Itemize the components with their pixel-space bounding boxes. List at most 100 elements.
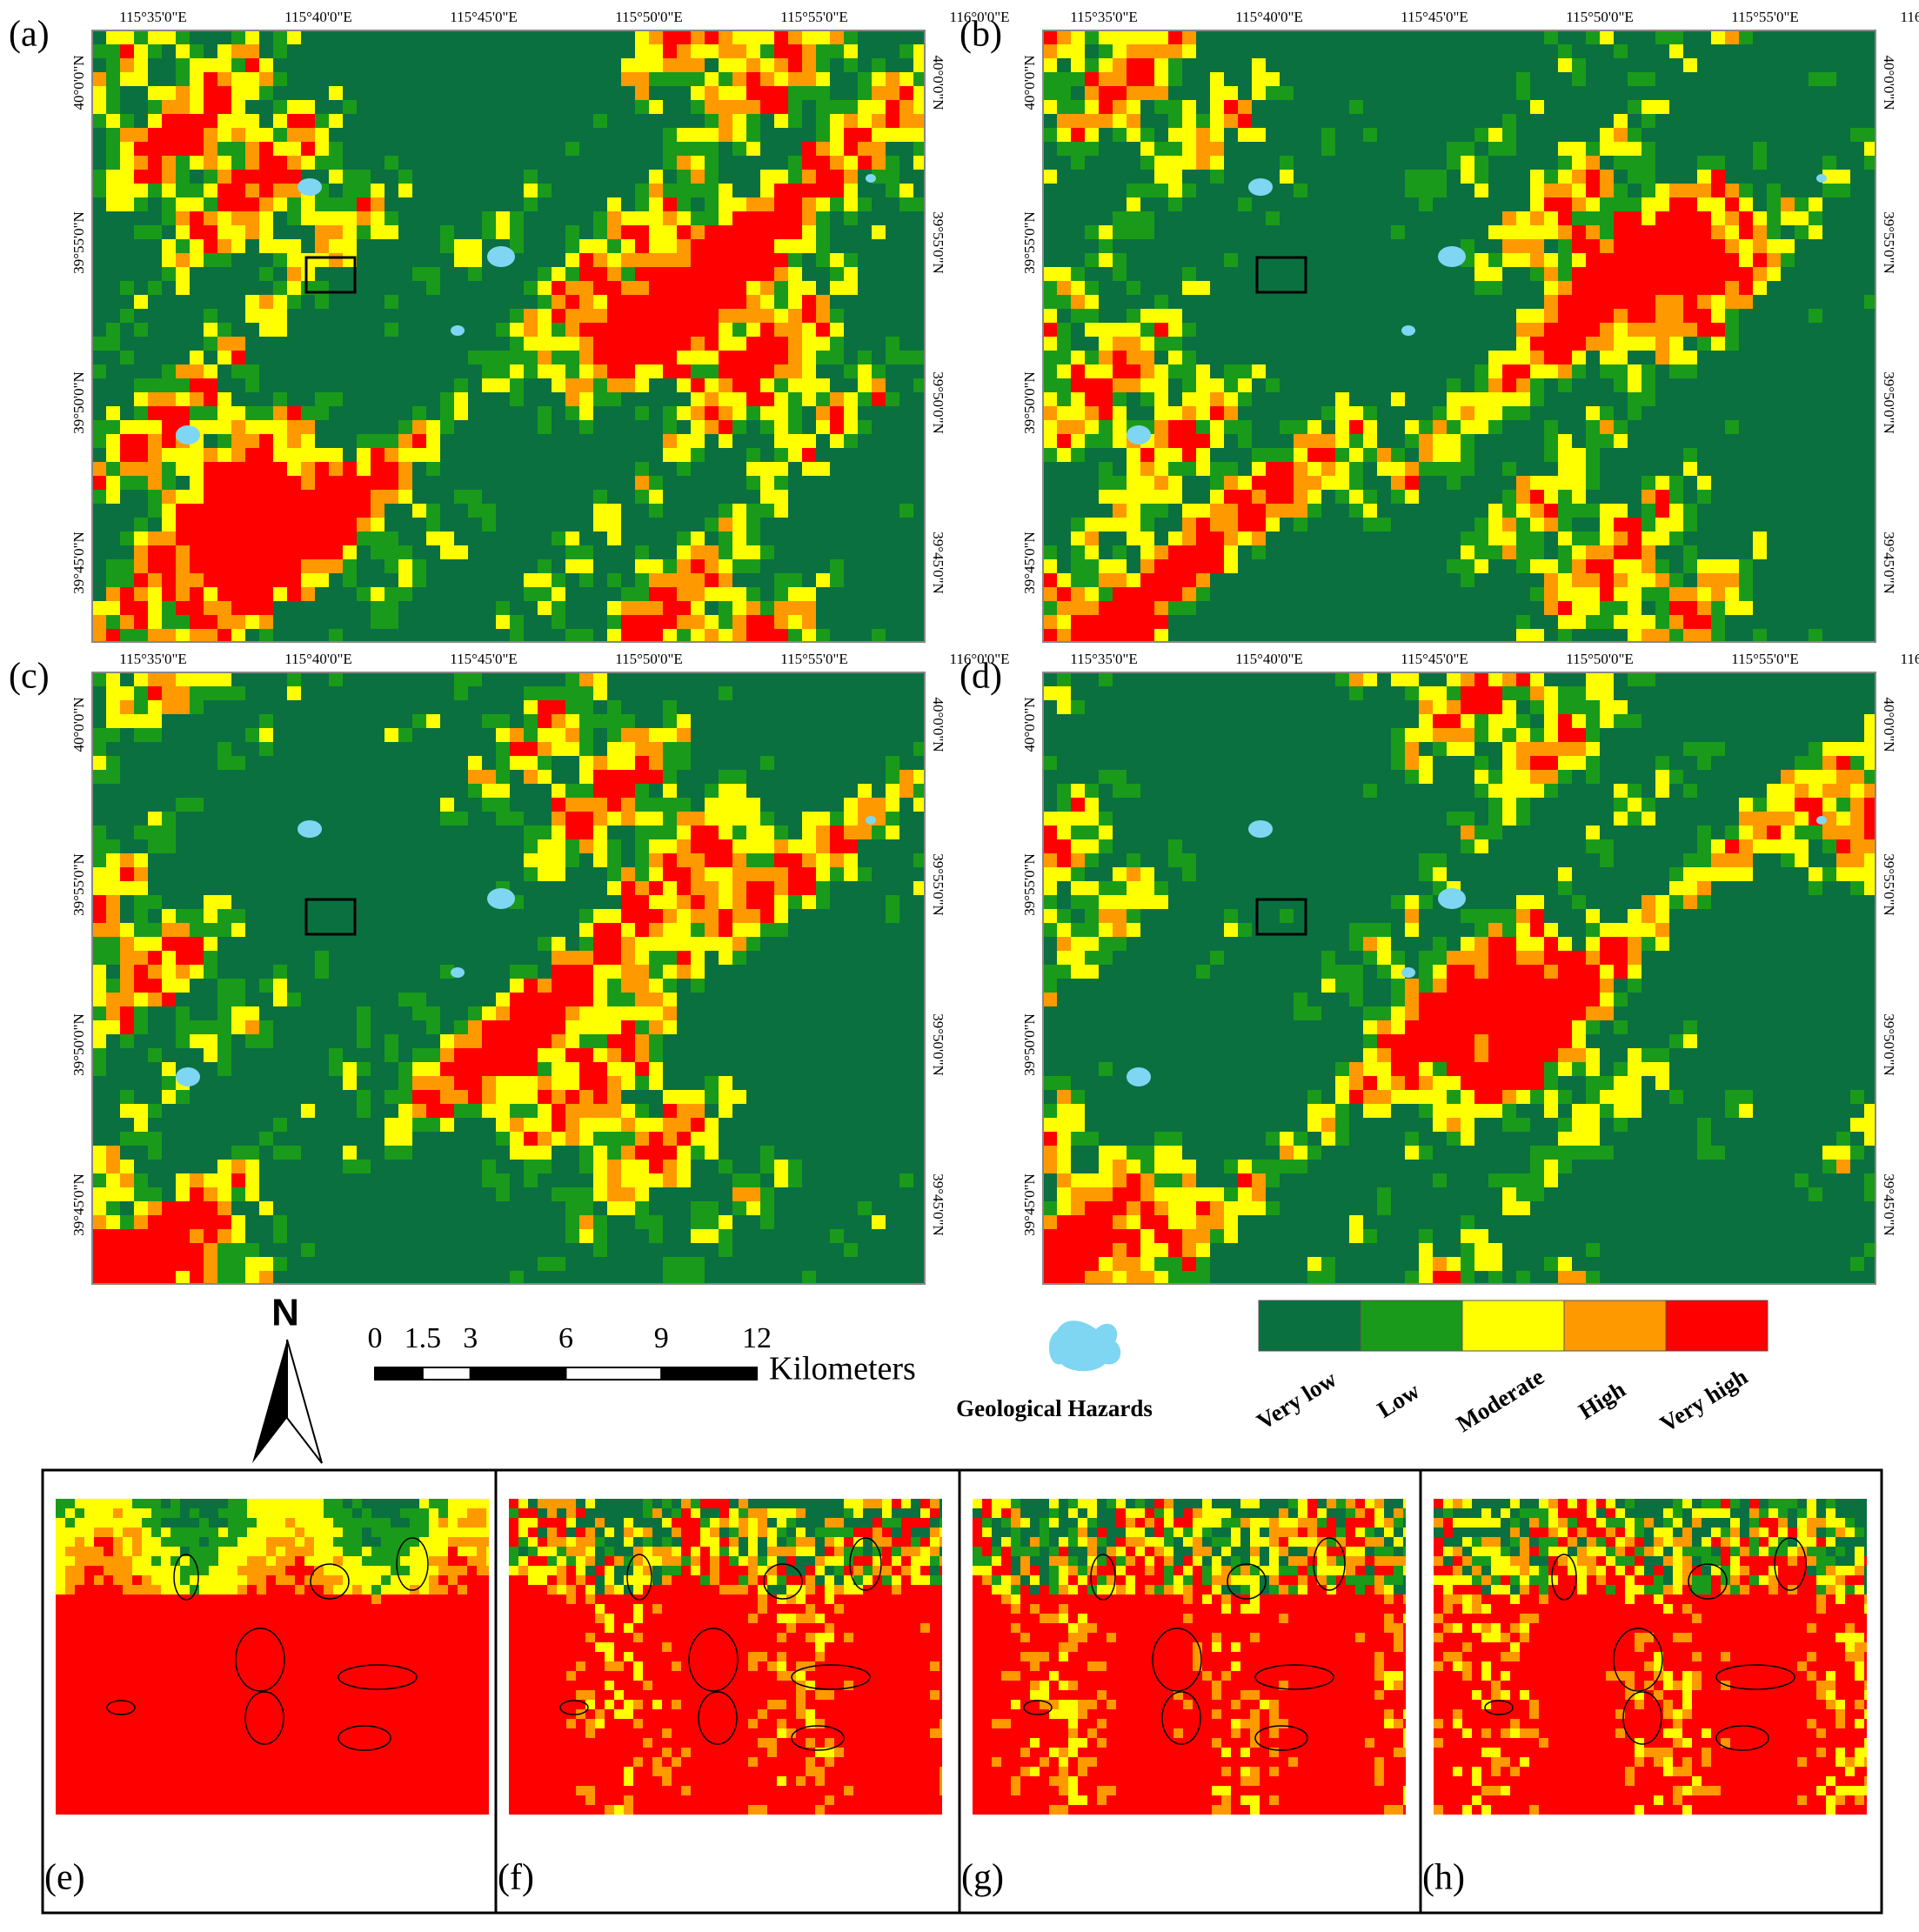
map-cell — [329, 295, 343, 309]
map-cell — [899, 601, 913, 615]
map-cell — [1266, 462, 1280, 476]
map-cell — [454, 211, 468, 225]
map-cell — [886, 406, 899, 420]
map-cell — [454, 253, 468, 267]
map-cell — [106, 281, 120, 295]
map-cell — [176, 490, 190, 504]
map-cell — [538, 392, 552, 406]
map-cell — [886, 337, 899, 351]
map-cell — [1127, 225, 1140, 239]
map-cell — [1363, 170, 1377, 184]
map-cell — [1628, 490, 1642, 504]
map-cell — [120, 211, 134, 225]
map-cell — [1530, 281, 1544, 295]
map-cell — [1600, 420, 1614, 434]
map-cell — [162, 615, 176, 629]
map-cell — [1252, 490, 1266, 504]
map-cell — [538, 462, 552, 476]
map-cell — [204, 281, 217, 295]
map-cell — [1586, 323, 1600, 337]
map-cell — [1099, 170, 1113, 184]
map-cell — [120, 323, 134, 337]
map-cell — [1071, 490, 1085, 504]
map-cell — [357, 420, 371, 434]
map-cell — [1850, 518, 1864, 531]
map-cell — [1711, 518, 1725, 531]
map-cell — [635, 378, 649, 392]
map-cell — [524, 323, 538, 337]
map-cell — [482, 629, 496, 642]
hazard-site — [298, 178, 322, 196]
map-cell — [1321, 351, 1335, 364]
map-cell — [329, 267, 343, 281]
map-cell — [454, 309, 468, 323]
map-cell — [1669, 392, 1683, 406]
map-cell — [719, 587, 732, 601]
map-cell — [1294, 476, 1307, 490]
map-cell — [510, 295, 524, 309]
map-cell — [1252, 156, 1266, 170]
map-cell — [552, 629, 565, 642]
map-cell — [1767, 309, 1781, 323]
map-cell — [1711, 184, 1725, 197]
map-cell — [858, 392, 872, 406]
map-cell — [496, 629, 510, 642]
map-cell — [1530, 545, 1544, 559]
map-cell — [1154, 351, 1168, 364]
map-cell — [92, 44, 106, 58]
map-cell — [858, 601, 872, 615]
map-cell — [524, 197, 538, 211]
map-cell — [663, 156, 677, 170]
map-cell — [468, 239, 482, 253]
map-cell — [732, 197, 746, 211]
map-cell — [1683, 72, 1697, 86]
map-cell — [635, 531, 649, 545]
map-cell — [1474, 531, 1488, 545]
map-cell — [343, 86, 357, 100]
map-cell — [1447, 225, 1461, 239]
map-cell — [1349, 545, 1363, 559]
map-cell — [1558, 476, 1572, 490]
map-cell — [552, 128, 565, 142]
map-cell — [148, 72, 162, 86]
map-cell — [844, 490, 858, 504]
map-cell — [1753, 406, 1767, 420]
map-cell — [607, 518, 621, 531]
map-cell — [1057, 559, 1071, 573]
map-cell — [1307, 197, 1321, 211]
map-cell — [357, 531, 371, 545]
map-cell — [1516, 100, 1530, 114]
map-cell — [1669, 30, 1683, 44]
map-cell — [1168, 295, 1182, 309]
map-cell — [1628, 100, 1642, 114]
map-cell — [1405, 504, 1419, 518]
map-cell — [1739, 448, 1753, 462]
map-cell — [1238, 518, 1252, 531]
map-cell — [1850, 72, 1864, 86]
map-cell — [719, 559, 732, 573]
map-cell — [760, 253, 774, 267]
map-cell — [788, 351, 802, 364]
map-cell — [621, 197, 635, 211]
map-cell — [217, 323, 231, 337]
map-cell — [1043, 504, 1057, 518]
map-cell — [1530, 114, 1544, 128]
map-cell — [440, 545, 454, 559]
map-cell — [1516, 378, 1530, 392]
map-cell — [1474, 504, 1488, 518]
map-cell — [760, 615, 774, 629]
map-cell — [259, 44, 273, 58]
map-cell — [1307, 114, 1321, 128]
map-cell — [1099, 364, 1113, 378]
map-cell — [649, 170, 663, 184]
map-cell — [1558, 197, 1572, 211]
map-cell — [1822, 281, 1836, 295]
map-cell — [1224, 184, 1238, 197]
map-cell — [816, 601, 830, 615]
panel-label: (a) — [9, 15, 50, 55]
map-cell — [1614, 323, 1628, 337]
map-cell — [872, 44, 886, 58]
map-cell — [774, 420, 788, 434]
map-cell — [1419, 128, 1433, 142]
map-cell — [663, 267, 677, 281]
